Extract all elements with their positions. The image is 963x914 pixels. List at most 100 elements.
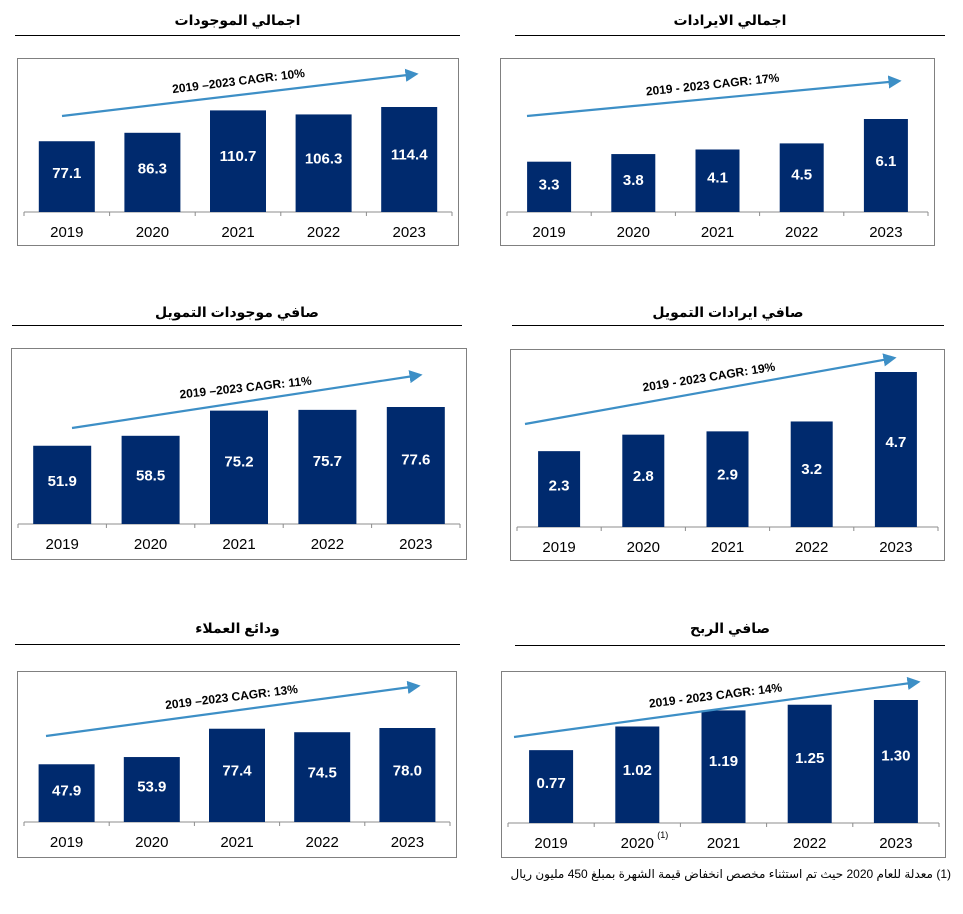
chart-frame: [510, 349, 945, 561]
bar: [38, 764, 95, 822]
bar: [123, 757, 180, 822]
category-label: 2020: [617, 224, 650, 241]
bar: [38, 141, 95, 212]
category-label: 2022: [795, 539, 828, 556]
footnote-marker: (1): [657, 830, 668, 840]
category-label: 2019: [534, 835, 567, 852]
data-label: 58.5: [136, 467, 165, 484]
category-label: 2023: [879, 835, 912, 852]
data-label: 3.3: [539, 176, 560, 193]
chart-frame: [501, 671, 946, 858]
bar-chart-customer-deposits: 47.9 2019 53.9 2020 77.4 2021 74.5 2022 78.0 2023…: [23, 680, 451, 851]
category-label: 2022: [311, 536, 344, 553]
data-label: 4.1: [707, 170, 728, 187]
chart-frame: [11, 348, 467, 560]
data-label: 4.5: [791, 166, 812, 183]
bar: [527, 161, 572, 212]
data-label: 1.30: [881, 747, 910, 764]
category-label: 2021: [220, 834, 253, 851]
data-label: 3.8: [623, 172, 644, 189]
category-label: 2019: [50, 834, 83, 851]
data-label: 77.1: [52, 165, 81, 182]
title-underline: [512, 325, 944, 326]
bar: [124, 132, 181, 212]
bar: [695, 149, 740, 212]
category-label: 2023: [399, 536, 432, 553]
category-label: 2023: [879, 539, 912, 556]
bar: [790, 421, 833, 527]
cagr-annotation: 2019 - 2023 CAGR: 19%: [642, 360, 777, 395]
data-label: 0.77: [536, 775, 565, 792]
data-label: 4.7: [885, 434, 906, 451]
cagr-arrow: [524, 353, 897, 426]
category-label: 2021: [711, 539, 744, 556]
category-label: 2021: [707, 835, 740, 852]
data-label: 75.2: [224, 454, 253, 471]
bar: [210, 110, 266, 212]
category-label: 2019: [532, 224, 565, 241]
bar: [787, 704, 832, 823]
bar-chart-total-revenue: 3.320193.820204.120214.520226.120232019 …: [506, 71, 929, 241]
bar: [33, 445, 92, 524]
data-label: 106.3: [305, 150, 343, 167]
category-label: 2019: [46, 536, 79, 553]
data-label: 1.25: [795, 750, 824, 767]
cagr-annotation: 2019 –2023 CAGR: 11%: [179, 374, 313, 402]
title-underline: [15, 644, 460, 645]
category-label: 2019: [50, 224, 83, 241]
data-label: 53.9: [137, 778, 166, 795]
cagr-annotation: 2019 –2023 CAGR: 10%: [171, 66, 305, 96]
bar: [873, 700, 918, 823]
bar: [294, 732, 351, 822]
cagr-annotation: 2019 –2023 CAGR: 13%: [164, 682, 298, 712]
title-underline: [15, 35, 460, 36]
bar: [381, 107, 438, 212]
cagr-arrow: [513, 676, 921, 739]
category-label: 2020: [136, 224, 169, 241]
chart-title: صافي موجودات التمويل: [155, 304, 319, 320]
chart-frame: [500, 58, 935, 246]
data-label: 114.4: [391, 146, 428, 163]
bar: [538, 451, 581, 527]
bar: [298, 409, 357, 524]
cagr-arrow: [45, 680, 421, 738]
bar: [295, 114, 352, 212]
bar: [874, 372, 917, 527]
bar: [615, 726, 660, 823]
bar: [701, 710, 746, 823]
cagr-arrow: [526, 75, 902, 118]
chart-title: ودائع العملاء: [195, 620, 280, 636]
data-label: 77.6: [401, 452, 430, 469]
footnote: (1) معدلة للعام 2020 حيث تم استثناء مخصص…: [510, 867, 951, 881]
category-label: 2020: [134, 536, 167, 553]
category-label: 2020: [627, 539, 660, 556]
data-label: 75.7: [313, 453, 342, 470]
bar: [706, 431, 749, 527]
category-label: 2022: [793, 835, 826, 852]
category-label: 2020: [621, 835, 654, 852]
category-label: 2022: [306, 834, 339, 851]
data-label: 2.8: [633, 468, 654, 485]
data-label: 2.9: [717, 466, 738, 483]
data-label: 1.02: [623, 762, 652, 779]
bar: [210, 410, 268, 524]
chart-title: اجمالي الموجودات: [174, 12, 301, 28]
chart-frame: [17, 671, 457, 858]
bar: [386, 407, 445, 524]
category-label: 2022: [785, 224, 818, 241]
cagr-arrow: [61, 68, 419, 118]
data-label: 110.7: [220, 148, 257, 165]
bar: [209, 728, 265, 822]
category-label: 2021: [222, 536, 255, 553]
title-underline: [12, 325, 462, 326]
chart-title: اجمالي الايرادات: [673, 12, 787, 28]
data-label: 77.4: [222, 763, 252, 780]
data-label: 1.19: [709, 753, 738, 770]
cagr-annotation: 2019 - 2023 CAGR: 14%: [648, 680, 783, 710]
bar: [863, 119, 908, 212]
data-label: 3.2: [801, 461, 822, 478]
category-label: 2023: [869, 224, 902, 241]
category-label: 2020: [135, 834, 168, 851]
data-label: 86.3: [138, 160, 167, 177]
category-label: 2023: [393, 224, 426, 241]
